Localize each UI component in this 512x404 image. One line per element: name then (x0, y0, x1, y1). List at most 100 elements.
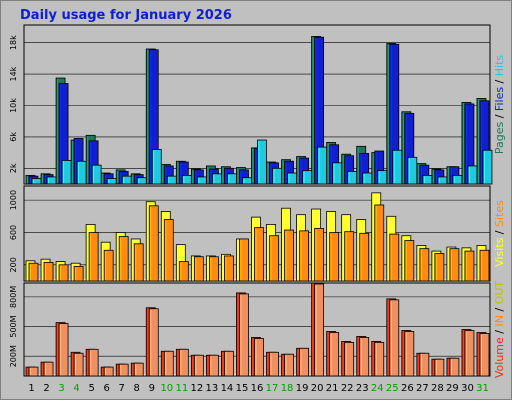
bar-out (163, 350, 174, 377)
bar-sites (254, 227, 264, 282)
x-tick-label: 15 (236, 383, 249, 394)
x-tick-label: 26 (401, 383, 414, 394)
bar-hits (196, 176, 207, 185)
bar-out (464, 330, 475, 377)
y-tick-label: 600 (9, 225, 18, 240)
legend-part: OUT (493, 281, 506, 305)
bar-out (374, 341, 385, 377)
bar-hits (467, 165, 478, 185)
bar-out (133, 362, 144, 377)
bar-sites (434, 253, 445, 282)
legend-part: / (493, 76, 506, 87)
bar-sites (88, 232, 99, 282)
bar-sites (43, 261, 54, 282)
x-tick-label: 13 (206, 383, 219, 394)
x-tick-label: 19 (296, 383, 309, 394)
x-tick-label: 2 (43, 383, 49, 394)
bar-sites (464, 250, 475, 282)
bar-sites (389, 233, 400, 282)
bar-out (148, 308, 159, 377)
y-tick-label: 10k (9, 98, 18, 113)
x-tick-label: 17 (266, 383, 279, 394)
x-tick-label: 18 (281, 383, 294, 394)
legend-part: / (493, 304, 506, 315)
bar-sites (359, 232, 370, 282)
x-tick-label: 27 (416, 383, 429, 394)
x-tick-label: 23 (356, 383, 369, 394)
bar-hits (46, 176, 57, 185)
chart-title: Daily usage for January 2026 (20, 8, 232, 23)
bar-sites (479, 249, 490, 282)
legend-part: Files (493, 87, 506, 111)
y-tick-label: 500M (9, 315, 18, 337)
bar-hits (181, 174, 192, 185)
x-tick-label: 25 (386, 383, 399, 394)
bar-sites (344, 231, 355, 282)
bar-out (434, 358, 445, 377)
bar-hits (91, 164, 102, 185)
bar-out (419, 352, 430, 377)
bar-out (344, 341, 355, 377)
x-tick-label: 28 (431, 383, 444, 394)
bar-sites (449, 248, 460, 282)
panel-legend-label: Visits / Sites (493, 200, 506, 267)
bar-out (28, 366, 39, 377)
bar-hits (272, 167, 282, 185)
bar-hits (392, 149, 403, 185)
bar-sites (284, 229, 294, 282)
bar-out (254, 338, 264, 377)
bar-hits (347, 171, 358, 185)
bar-hits (227, 173, 237, 185)
x-tick-label: 5 (88, 383, 94, 394)
y-tick-label: 200 (9, 257, 18, 272)
legend-part: / (493, 111, 506, 122)
bar-out (299, 347, 309, 377)
bar-hits (106, 178, 117, 185)
x-tick-label: 24 (371, 383, 384, 394)
x-tick-label: 9 (149, 383, 155, 394)
y-tick-label: 800M (9, 286, 18, 308)
bar-out (329, 332, 340, 377)
bar-out (88, 348, 99, 377)
bar-out (404, 331, 415, 377)
bar-hits (211, 173, 222, 185)
y-tick-label: 200M (9, 345, 18, 367)
bar-sites (208, 256, 219, 282)
x-tick-label: 22 (341, 383, 354, 394)
legend-part: Visits (493, 237, 506, 266)
bar-hits (136, 177, 147, 185)
bar-hits (242, 177, 252, 185)
bar-hits (31, 178, 42, 185)
legend-part: Volume (493, 337, 506, 378)
x-tick-label: 1 (28, 383, 34, 394)
bar-out (314, 283, 325, 377)
legend-part: / (493, 227, 506, 238)
bar-hits (377, 170, 388, 185)
y-tick-label: 18k (9, 35, 18, 50)
bar-hits (257, 139, 267, 185)
bar-out (193, 354, 204, 377)
y-tick-label: 6k (9, 132, 18, 142)
bar-sites (404, 240, 415, 282)
bar-out (479, 333, 490, 377)
bar-sites (329, 232, 340, 282)
y-tick-label: 14k (9, 66, 18, 81)
x-tick-label: 16 (251, 383, 264, 394)
x-tick-label: 7 (119, 383, 125, 394)
bar-out (208, 354, 219, 377)
bar-sites (133, 243, 144, 282)
x-tick-label: 12 (191, 383, 204, 394)
bar-sites (163, 219, 174, 282)
y-tick-label: 1000 (9, 190, 18, 210)
bar-out (449, 357, 460, 377)
x-tick-label: 3 (58, 383, 64, 394)
bar-sites (118, 236, 129, 282)
bar-out (269, 351, 279, 377)
legend-part: Sites (493, 200, 506, 227)
bar-out (73, 352, 84, 377)
bar-out (118, 363, 129, 377)
bar-sites (374, 204, 385, 282)
bar-hits (76, 160, 87, 185)
bar-sites (178, 261, 189, 282)
